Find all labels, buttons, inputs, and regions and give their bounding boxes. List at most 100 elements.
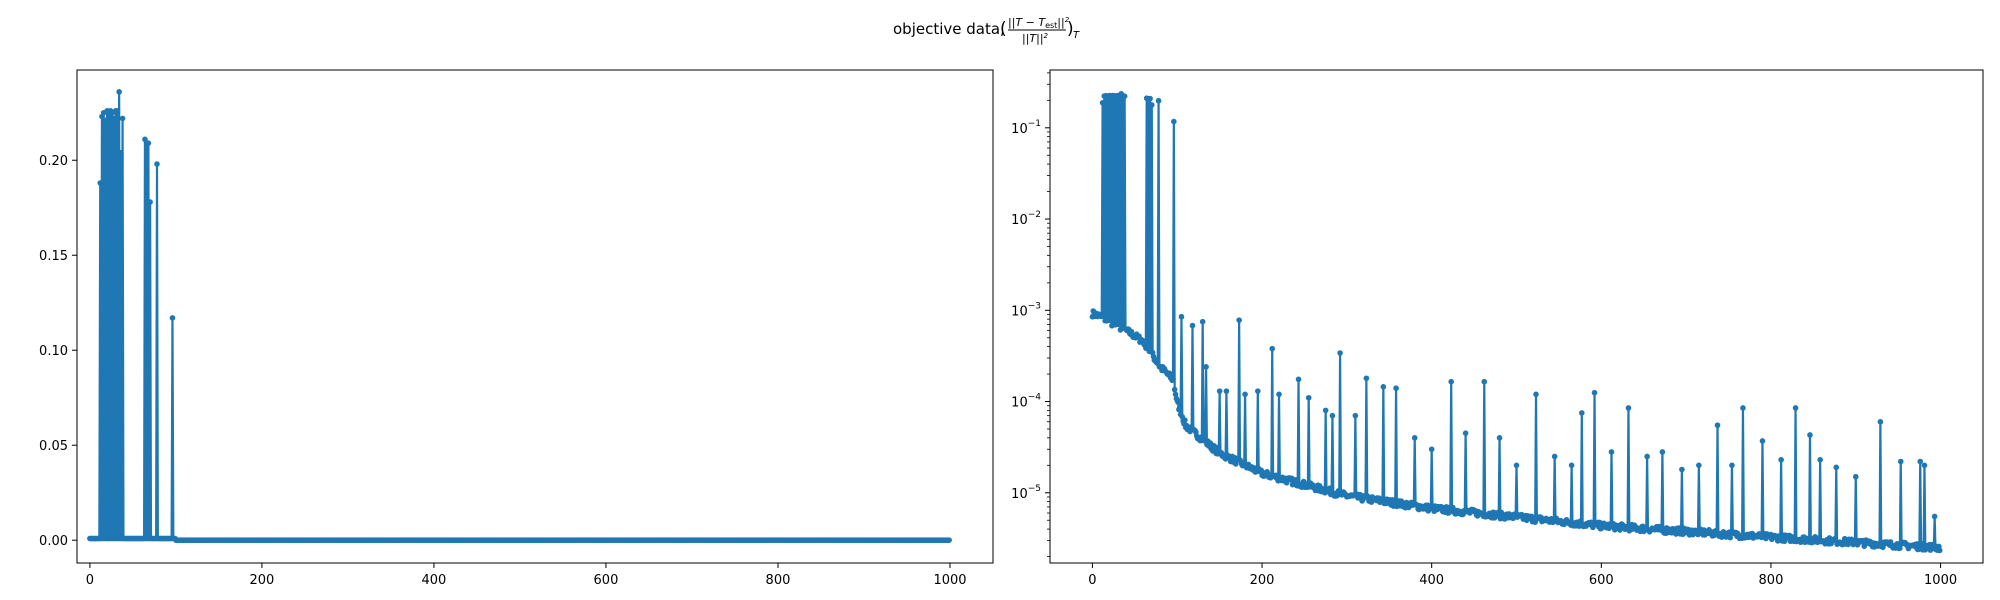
data-point <box>1283 479 1290 486</box>
spike-point <box>1216 388 1223 394</box>
left-subplot: 0 200 400 600 800 1000 0.00 0.05 0.10 0.15 0.20 <box>39 69 994 588</box>
x-tick-label: 600 <box>594 573 619 588</box>
data-point <box>1170 376 1176 382</box>
x-tick-label: 1000 <box>1924 573 1957 588</box>
data-point <box>1232 461 1239 467</box>
x-tick-label: 0 <box>86 573 94 588</box>
spike-point <box>1121 93 1128 99</box>
spike-point <box>1322 407 1329 414</box>
spike-point <box>1496 435 1503 441</box>
spike-point <box>1236 317 1242 323</box>
spike-point <box>1852 473 1859 480</box>
data-point <box>1450 504 1456 511</box>
figure-title-denominator: ||T||2 <box>1022 32 1049 45</box>
spike-point <box>1269 345 1276 352</box>
spike-point <box>1740 405 1746 411</box>
spike-point <box>1591 389 1598 396</box>
y-tick-label: 0.05 <box>39 439 68 454</box>
spike-point <box>1329 412 1336 419</box>
x-tick-label: 400 <box>1419 573 1444 588</box>
data-point <box>1176 404 1183 411</box>
spike-point <box>1352 412 1359 419</box>
series-line <box>1091 92 1941 552</box>
data-point <box>1100 313 1107 319</box>
spike-point <box>1608 449 1615 455</box>
spike-point <box>1481 378 1488 385</box>
data-point <box>1918 540 1924 547</box>
spike-point <box>1659 449 1666 455</box>
figure-title-open-paren: ( <box>1000 19 1007 39</box>
y-tick-label: 0.00 <box>39 534 68 549</box>
data-point <box>1727 534 1734 541</box>
spike-point <box>1579 410 1585 416</box>
figure-title-prefix: objective data, <box>893 20 1010 38</box>
data-point <box>1182 417 1188 423</box>
spike-point <box>1178 313 1185 320</box>
series-line <box>89 90 950 542</box>
figure-title: objective data, ( ||T − Test||2 ||T||2 )… <box>893 16 1080 45</box>
spike-point <box>97 180 104 186</box>
spike-point <box>1513 462 1520 469</box>
data-point <box>1673 531 1679 537</box>
spike-point <box>147 199 153 205</box>
spike-point <box>1817 456 1823 463</box>
data-point <box>1293 476 1299 483</box>
spike-point <box>1833 464 1840 471</box>
spike-point <box>1428 446 1435 453</box>
data-point <box>1172 391 1179 398</box>
x-tick-label: 600 <box>1589 573 1614 588</box>
right-axes-frame <box>1049 69 1984 564</box>
spike-point <box>1393 385 1399 392</box>
y-tick-label: 0.10 <box>39 344 68 359</box>
spike-point <box>142 136 148 143</box>
left-axis-ticks: 0 200 400 600 800 1000 0.00 0.05 0.10 0.15 0.20 <box>39 154 966 588</box>
y-tick-label: 10−3 <box>1011 301 1041 319</box>
spike-point <box>1679 466 1685 473</box>
spike-point <box>1295 376 1302 383</box>
spike-point <box>1155 97 1162 104</box>
x-tick-label: 200 <box>250 573 275 588</box>
data-point <box>946 537 952 543</box>
x-tick-label: 0 <box>1088 573 1096 588</box>
spike-point <box>169 315 176 321</box>
data-point <box>1115 321 1122 328</box>
spike-point <box>1729 462 1735 469</box>
spike-point <box>1625 405 1632 411</box>
figure-title-close-subscript: T <box>1073 30 1080 41</box>
right-subplot: 0 200 400 600 800 1000 10−5 10−4 10−3 10−2 10−1 <box>1011 69 1984 588</box>
figure-title-numerator: ||T − Test||2 <box>1008 16 1070 30</box>
spike-point <box>154 161 160 167</box>
right-plot-area <box>1089 90 1943 554</box>
x-tick-label: 1000 <box>933 573 966 588</box>
spike-point <box>1147 95 1153 102</box>
y-tick-label: 10−4 <box>1011 393 1041 411</box>
y-tick-label: 10−1 <box>1011 119 1041 137</box>
spike-point <box>1380 384 1387 390</box>
spike-point <box>1255 388 1261 394</box>
spike-point <box>1199 318 1206 325</box>
spike-point <box>114 108 121 114</box>
y-tick-label: 0.20 <box>39 154 68 169</box>
spike-point <box>1305 394 1312 401</box>
spike-point <box>1223 388 1230 394</box>
spike-point <box>1462 430 1469 436</box>
spike-point <box>1203 364 1209 370</box>
spike-point <box>1696 462 1702 469</box>
data-point <box>1175 399 1181 406</box>
x-tick-label: 800 <box>1759 573 1784 588</box>
spike-point <box>145 140 152 146</box>
data-point <box>1832 535 1839 542</box>
spike-point <box>1276 391 1282 398</box>
spike-point <box>1759 438 1766 444</box>
right-axis-ticks: 0 200 400 600 800 1000 10−5 10−4 10−3 10−2 10−1 <box>1011 72 1957 588</box>
y-tick-label: 10−5 <box>1011 484 1041 502</box>
data-point <box>1171 386 1178 393</box>
spike-point <box>1644 453 1650 460</box>
spike-point <box>116 89 122 95</box>
x-tick-label: 200 <box>1250 573 1275 588</box>
spike-point <box>1778 456 1784 463</box>
left-axes-frame <box>76 69 994 564</box>
spike-point <box>1877 418 1884 425</box>
spike-point <box>1099 99 1106 106</box>
spike-point <box>1807 432 1813 438</box>
